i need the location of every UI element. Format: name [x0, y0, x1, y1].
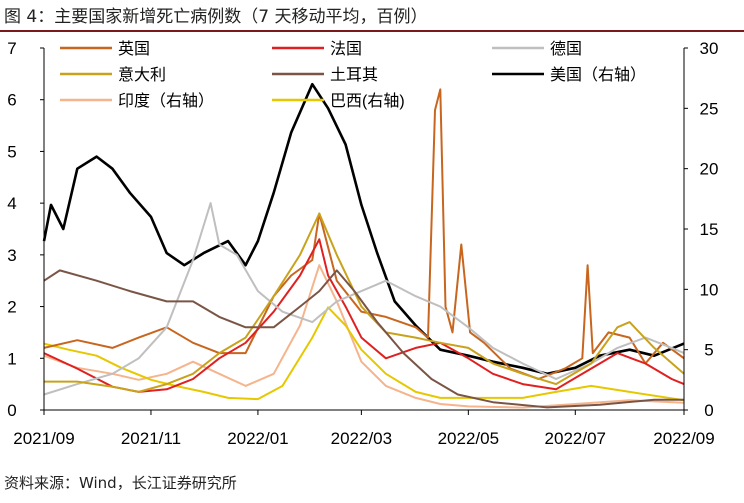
plot-area	[42, 82, 685, 409]
chart: 0 1 2 3 4 5 6 7 0 5 10 15 20 25 30 2021/09 2021/11 2022/0…	[7, 39, 718, 448]
y-left-tick-label: 3	[7, 246, 16, 265]
y-right-tick-label: 0	[704, 401, 713, 420]
series-line-5	[42, 82, 685, 376]
x-tick-label: 2022/05	[438, 429, 499, 448]
y-right-tick-label: 25	[700, 99, 719, 118]
y-right-tick-label: 5	[704, 341, 713, 360]
legend-label-2: 德国	[550, 40, 582, 58]
x-tick-label: 2021/11	[121, 429, 181, 448]
legend-label-3: 意大利	[118, 65, 166, 84]
y-left-tick-label: 0	[7, 401, 16, 420]
series-line-0	[43, 88, 685, 380]
figure-title-text: 图 4：主要国家新增死亡病例数（7 天移动平均，百例）	[4, 7, 428, 27]
y-left-tick-label: 1	[7, 349, 16, 368]
y-right-tick-label: 20	[700, 160, 719, 179]
legend-label-1: 法国	[330, 40, 362, 58]
legend-label-7: 巴西(右轴)	[330, 92, 405, 110]
y-left-tick-label: 5	[7, 142, 16, 161]
y-left-tick-label: 6	[7, 91, 16, 110]
legend-label-0: 英国	[118, 40, 150, 58]
legend-label-5: 美国（右轴）	[550, 66, 646, 84]
y-right-tick-label: 30	[700, 39, 719, 58]
x-tick-label: 2022/03	[331, 429, 392, 448]
y-left-tick-label: 2	[7, 298, 16, 317]
y-left-tick-label: 4	[7, 194, 16, 213]
series-line-7	[43, 306, 685, 402]
figure-source: 资料来源：Wind，长江证券研究所	[4, 472, 237, 493]
x-tick-label: 2022/01	[227, 429, 288, 448]
legend-label-6: 印度（右轴）	[118, 92, 214, 110]
title-divider	[0, 30, 744, 32]
series-line-1	[43, 238, 685, 393]
x-tick-label: 2022/07	[545, 429, 606, 448]
series-line-4	[43, 269, 684, 409]
y-left-tick-label: 7	[7, 39, 16, 58]
series-line-3	[44, 212, 685, 393]
figure-source-text: 资料来源：Wind，长江证券研究所	[4, 474, 237, 492]
y-right-tick-label: 10	[700, 280, 719, 299]
x-tick-label: 2022/09	[653, 429, 714, 448]
figure-title: 图 4：主要国家新增死亡病例数（7 天移动平均，百例）	[4, 2, 427, 27]
x-tick-label: 2021/09	[13, 429, 74, 448]
y-right-tick-label: 15	[700, 220, 719, 239]
legend-label-4: 土耳其	[330, 66, 378, 84]
axes: 0 1 2 3 4 5 6 7 0 5 10 15 20 25 30 2021/09 2021/11 2022/0…	[7, 39, 718, 448]
